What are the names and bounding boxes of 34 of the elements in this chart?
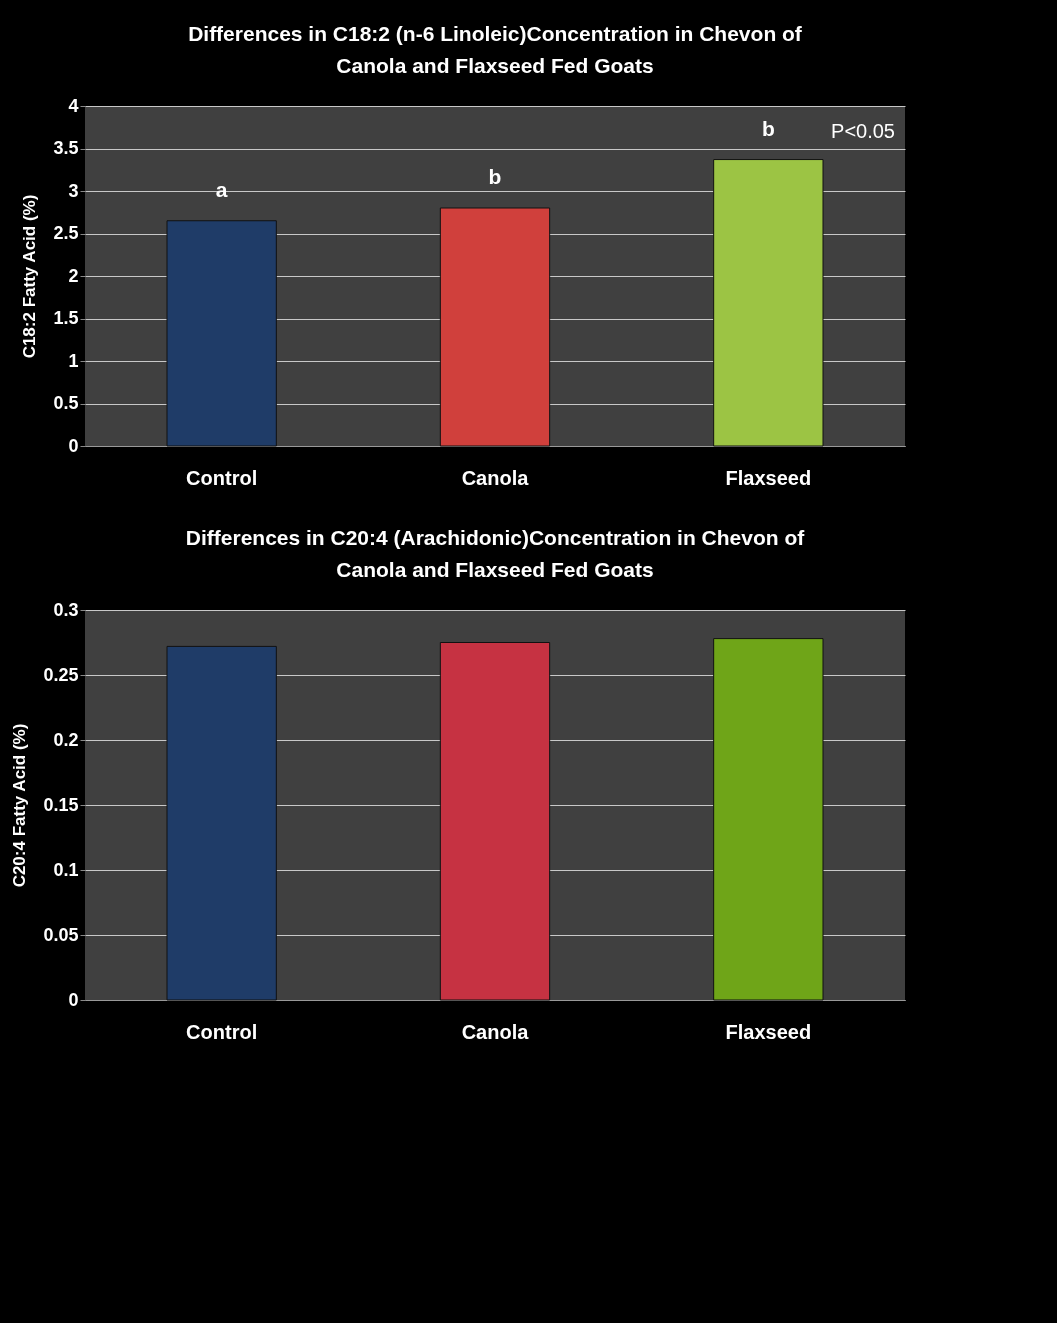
- text: Canola and Flaxseed Fed Goats: [336, 54, 654, 77]
- y-tick-label: 2.5: [53, 223, 79, 243]
- x-tick-label: Control: [186, 466, 258, 489]
- x-tick-label: Canola: [461, 1020, 530, 1043]
- x-tick-label: Flaxseed: [725, 466, 812, 489]
- y-tick-label: 0.15: [43, 794, 79, 815]
- text: Canola and Flaxseed Fed Goats: [336, 558, 654, 581]
- y-tick-label: 0.1: [53, 859, 79, 880]
- y-axis-title: C18:2 Fatty Acid (%): [20, 194, 40, 359]
- bar: [439, 207, 551, 447]
- y-tick-label: 0.3: [53, 599, 79, 620]
- y-tick-label: 0: [68, 435, 79, 456]
- text: Differences in C20:4 (Arachidonic)Concentration in Chevon of: [185, 526, 805, 549]
- y-tick-label: 1: [68, 350, 79, 371]
- text: Differences in C18:2 (n-6 Linoleic)Concentration in Chevon of: [188, 22, 802, 45]
- x-tick-label: Flaxseed: [725, 1020, 812, 1043]
- y-tick-label: 0.25: [43, 664, 79, 685]
- x-tick-label: Control: [186, 1020, 258, 1043]
- y-tick-label: 3.5: [53, 138, 79, 158]
- annotation: P<0.05: [831, 120, 895, 142]
- bar: [713, 159, 824, 447]
- y-tick-label: 4: [68, 95, 79, 116]
- y-tick-label: 0.05: [43, 924, 79, 945]
- y-tick-label: 0.5: [53, 393, 79, 413]
- bar: [166, 220, 277, 447]
- y-tick-label: 0: [68, 989, 79, 1010]
- y-tick-label: 0.2: [53, 729, 79, 750]
- x-tick-label: Canola: [461, 466, 530, 489]
- y-tick-label: 3: [68, 180, 79, 201]
- annotation: b: [488, 165, 502, 188]
- annotation: b: [761, 116, 775, 140]
- y-axis-title: C20:4 Fatty Acid (%): [10, 723, 30, 888]
- y-tick-label: 1.5: [53, 308, 79, 328]
- y-tick-label: 2: [68, 265, 79, 286]
